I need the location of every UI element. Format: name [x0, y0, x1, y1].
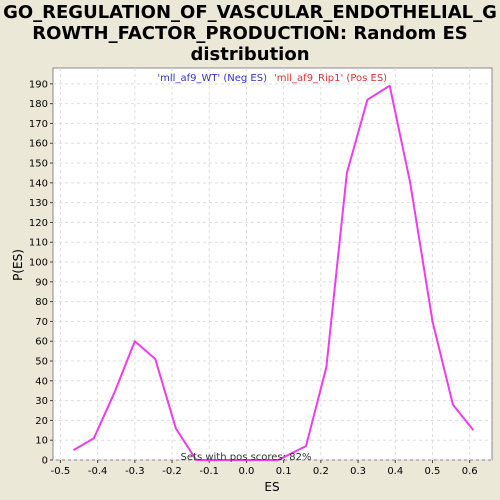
chart-title-line-2: ROWTH_FACTOR_PRODUCTION: Random ES — [32, 23, 468, 44]
y-tick-label: 130 — [29, 198, 48, 209]
y-tick-label: 160 — [29, 139, 48, 150]
pos-score-annotation: Sets with pos scores: 82% — [181, 452, 312, 463]
x-axis: -0.5 -0.4 -0.3 -0.2 -0.1 0.0 0.1 0.2 0.3 0.4 0.5 0.… — [51, 460, 478, 477]
y-tick-label: 180 — [29, 99, 48, 110]
y-axis: 0 10 20 30 40 50 60 70 80 90 100 110 120 130 140 150 160… — [29, 79, 53, 467]
x-tick-label: 0.4 — [387, 466, 403, 477]
x-tick-label: 0.1 — [276, 466, 292, 477]
x-tick-label: 0.0 — [239, 466, 255, 477]
y-tick-label: 170 — [29, 119, 48, 130]
x-tick-label: -0.5 — [51, 466, 71, 477]
x-tick-label: 0.6 — [462, 466, 478, 477]
chart-title: GO_REGULATION_OF_VASCULAR_ENDOTHELIAL_G … — [0, 2, 500, 65]
y-tick-label: 0 — [42, 456, 48, 467]
x-axis-label: ES — [264, 480, 279, 494]
y-tick-label: 40 — [35, 376, 48, 387]
series-group — [72, 84, 475, 461]
plot-area — [52, 67, 493, 461]
y-tick-label: 190 — [29, 79, 48, 90]
x-tick-label: -0.2 — [162, 466, 182, 477]
y-tick-label: 30 — [35, 396, 48, 407]
y-tick-label: 100 — [29, 258, 48, 269]
y-tick-label: 90 — [35, 277, 48, 288]
y-tick-label: 150 — [29, 159, 48, 170]
chart-title-line-1: GO_REGULATION_OF_VASCULAR_ENDOTHELIAL_G — [3, 2, 497, 23]
y-tick-label: 50 — [35, 357, 48, 368]
legend-pos: 'mll_af9_Rip1' (Pos ES) — [274, 73, 387, 84]
y-tick-label: 10 — [35, 436, 48, 447]
y-tick-label: 120 — [29, 218, 48, 229]
y-tick-label: 110 — [29, 238, 48, 249]
grid — [53, 68, 492, 461]
legend-neg: 'mll_af9_WT' (Neg ES) — [157, 73, 267, 84]
x-tick-label: -0.3 — [125, 466, 145, 477]
y-tick-label: 80 — [35, 297, 48, 308]
y-axis-label: P(ES) — [11, 249, 25, 281]
y-tick-label: 70 — [35, 317, 48, 328]
x-tick-label: -0.1 — [199, 466, 219, 477]
y-tick-label: 140 — [29, 178, 48, 189]
x-tick-label: 0.3 — [350, 466, 366, 477]
y-tick-label: 20 — [35, 416, 48, 427]
y-tick-label: 60 — [35, 337, 48, 348]
x-tick-label: 0.2 — [313, 466, 329, 477]
chart-title-line-3: distribution — [190, 44, 310, 65]
x-tick-label: 0.5 — [425, 466, 441, 477]
x-tick-label: -0.4 — [88, 466, 108, 477]
series-line — [72, 84, 475, 461]
